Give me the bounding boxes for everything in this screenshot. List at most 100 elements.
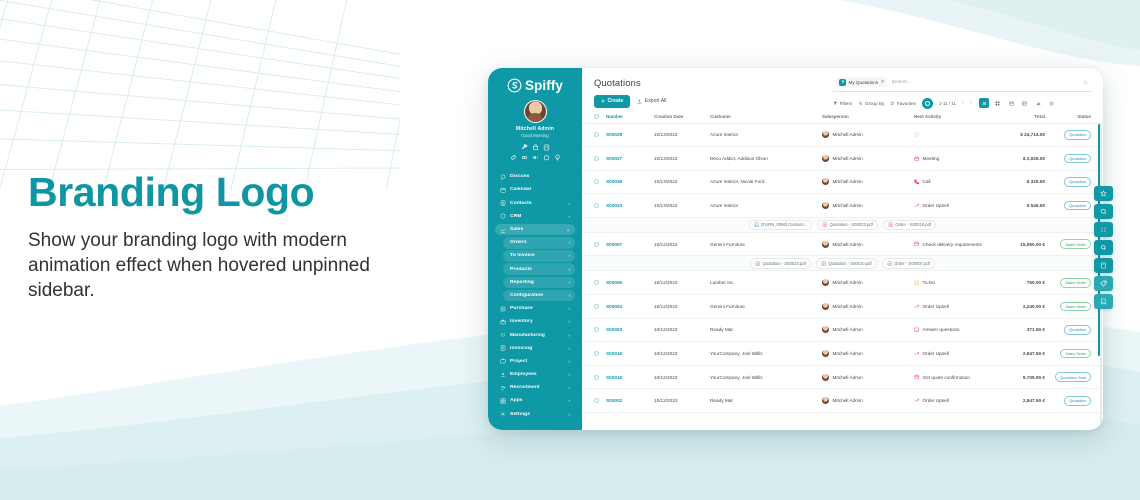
chain-icon[interactable] xyxy=(521,154,528,161)
pivot-view-icon[interactable] xyxy=(1020,98,1030,108)
row-number[interactable]: S00027 xyxy=(606,155,623,161)
row-number[interactable]: S00004 xyxy=(606,303,623,309)
search-icon[interactable] xyxy=(1094,204,1113,219)
sidebar-item-invoicing[interactable]: Invoicing › xyxy=(495,342,575,354)
row-number[interactable]: S00018 xyxy=(606,374,623,380)
attachment-chip[interactable]: Quotation - S00023.pdf xyxy=(750,258,811,269)
sidebar-item-discuss[interactable]: Discuss xyxy=(495,171,575,183)
megaphone-icon[interactable] xyxy=(532,154,539,161)
row-checkbox[interactable] xyxy=(594,132,606,138)
row-number[interactable]: S00026 xyxy=(606,179,623,185)
floating-right-toolbar[interactable] xyxy=(1094,186,1113,309)
home-icon[interactable] xyxy=(543,154,550,161)
row-checkbox[interactable] xyxy=(594,179,606,185)
row-checkbox[interactable] xyxy=(594,155,606,161)
row-number[interactable]: S00023 xyxy=(606,203,623,209)
bookmark-icon[interactable] xyxy=(1094,294,1113,309)
avatar[interactable] xyxy=(523,100,547,123)
row-next-activity[interactable]: Meeting xyxy=(914,156,983,162)
sidebar-item-apps[interactable]: Apps › xyxy=(495,395,575,407)
column-header-status[interactable]: Status xyxy=(1077,113,1091,119)
select-all-checkbox[interactable] xyxy=(594,113,606,119)
calendar-view-icon[interactable] xyxy=(1006,98,1016,108)
row-next-activity[interactable]: Order Upsell xyxy=(914,398,983,404)
groupby-button[interactable]: Group By xyxy=(858,101,884,106)
export-all-button[interactable]: Export All xyxy=(637,98,666,104)
record-count-badge[interactable] xyxy=(921,97,933,109)
row-next-activity[interactable]: Call xyxy=(914,179,983,185)
row-number[interactable]: S00028 xyxy=(606,132,623,138)
row-number[interactable]: S00006 xyxy=(606,280,623,286)
sidebar-item-crm[interactable]: CRM › xyxy=(495,211,575,223)
create-button[interactable]: Create xyxy=(594,95,631,108)
row-checkbox[interactable] xyxy=(594,374,606,380)
row-next-activity[interactable]: To-Do xyxy=(914,280,983,286)
filter-chip-my-quotations[interactable]: My Quotations ✕ xyxy=(836,77,888,87)
bulb-icon[interactable] xyxy=(554,154,561,161)
table-row[interactable]: S00028 10/13/2022 Azure Interior Mitchell A… xyxy=(582,123,1103,148)
table-row[interactable]: S00003 10/12/2022 Ready Mat Mitchell Admin A… xyxy=(582,318,1103,343)
scrollbar-thumb[interactable] xyxy=(1098,123,1100,357)
search-bar[interactable]: My Quotations ✕ Search... xyxy=(833,77,1091,92)
sidebar-item-project[interactable]: Project › xyxy=(495,356,575,368)
magnifier-icon[interactable] xyxy=(1094,240,1113,255)
chevron-left-icon[interactable]: ‹ xyxy=(962,100,964,106)
column-header-salesperson[interactable]: Salesperson xyxy=(822,113,849,119)
table-row[interactable]: S00026 10/13/2022 Azure Interior, Nicole F… xyxy=(582,170,1103,195)
attachment-chip[interactable]: Quotation - S00023.pdf xyxy=(816,219,878,231)
sidebar-item-recruitment[interactable]: Recruitment › xyxy=(495,382,575,394)
row-next-activity[interactable] xyxy=(914,132,983,138)
quick-icons-row-2[interactable] xyxy=(510,154,561,161)
table-row[interactable]: S00002 10/12/2022 Ready Mat Mitchell Admin O… xyxy=(582,389,1103,414)
kanban-view-icon[interactable] xyxy=(993,98,1003,108)
sidebar-item-purchase[interactable]: Purchase › xyxy=(495,303,575,315)
sidebar-item-reporting[interactable]: Reporting › xyxy=(503,276,575,289)
row-next-activity[interactable]: Get quote confirmation xyxy=(914,374,983,380)
sidebar-item-products[interactable]: Products › xyxy=(503,263,575,275)
table-row[interactable]: S00027 10/13/2022 Deco Addict, Addison Ols… xyxy=(582,147,1103,171)
row-checkbox[interactable] xyxy=(594,398,606,404)
column-header-customer[interactable]: Customer xyxy=(710,113,732,119)
column-header-total[interactable]: Total xyxy=(1034,113,1045,119)
row-number[interactable]: S00002 xyxy=(606,398,623,404)
attachment-chip[interactable]: Order - S00007.pdf xyxy=(881,258,935,269)
row-next-activity[interactable]: Order Upsell xyxy=(914,304,983,310)
row-checkbox[interactable] xyxy=(594,241,606,247)
list-view-icon[interactable] xyxy=(979,98,989,108)
sidebar-item-to-invoice[interactable]: To Invoice › xyxy=(503,250,575,262)
close-icon[interactable]: ✕ xyxy=(880,79,885,84)
table-row[interactable]: S00023 10/13/2022 Azure Interior Mitchell A… xyxy=(582,194,1103,218)
sidebar-item-contacts[interactable]: Contacts › xyxy=(495,197,575,209)
column-header-next-activity[interactable]: Next Activity xyxy=(914,113,942,119)
row-next-activity[interactable]: Answer questions xyxy=(914,327,983,333)
calculator-icon[interactable] xyxy=(543,144,550,151)
row-checkbox[interactable] xyxy=(594,327,606,333)
row-number[interactable]: S00007 xyxy=(606,241,623,247)
sidebar-item-manufacturing[interactable]: Manufacturing › xyxy=(495,329,575,341)
sidebar-item-calendar[interactable]: Calendar xyxy=(495,184,575,196)
sidebar-item-employees[interactable]: Employees › xyxy=(495,369,575,381)
filters-button[interactable]: Filters xyxy=(833,101,852,106)
column-header-number[interactable]: Number xyxy=(606,113,624,119)
sidebar-item-orders[interactable]: Orders › xyxy=(503,236,575,249)
row-checkbox[interactable] xyxy=(594,303,606,309)
row-next-activity[interactable]: Check delivery requirements xyxy=(914,241,983,247)
table-row[interactable]: S00004 10/12/2022 Gemini Furniture Mitchell… xyxy=(582,295,1103,319)
row-checkbox[interactable] xyxy=(594,351,606,357)
search-input[interactable]: Search... xyxy=(891,79,912,85)
tag-icon[interactable] xyxy=(1094,276,1113,291)
table-row[interactable]: S00018 10/12/2022 YourCompany, Joel Willis… xyxy=(582,365,1103,390)
table-row[interactable]: S00006 10/12/2022 Lumber Inc Mitchell Admin… xyxy=(582,271,1103,296)
row-number[interactable]: S00019 xyxy=(606,351,623,357)
sidebar-item-configuration[interactable]: Configuration › xyxy=(503,289,575,302)
sidebar-item-inventory[interactable]: Inventory › xyxy=(495,316,575,328)
row-number[interactable]: S00003 xyxy=(606,327,623,333)
row-checkbox[interactable] xyxy=(594,280,606,286)
attachment-chip[interactable]: Order - S00018.pdf xyxy=(882,219,937,231)
book-icon[interactable] xyxy=(1094,258,1113,273)
sidebar-item-sales[interactable]: Sales ⌄ xyxy=(495,223,575,236)
sidebar-item-settings[interactable]: Settings › xyxy=(495,408,575,420)
activity-view-icon[interactable] xyxy=(1047,98,1057,108)
favorites-button[interactable]: Favorites xyxy=(890,101,916,106)
bag-icon[interactable] xyxy=(532,144,539,151)
